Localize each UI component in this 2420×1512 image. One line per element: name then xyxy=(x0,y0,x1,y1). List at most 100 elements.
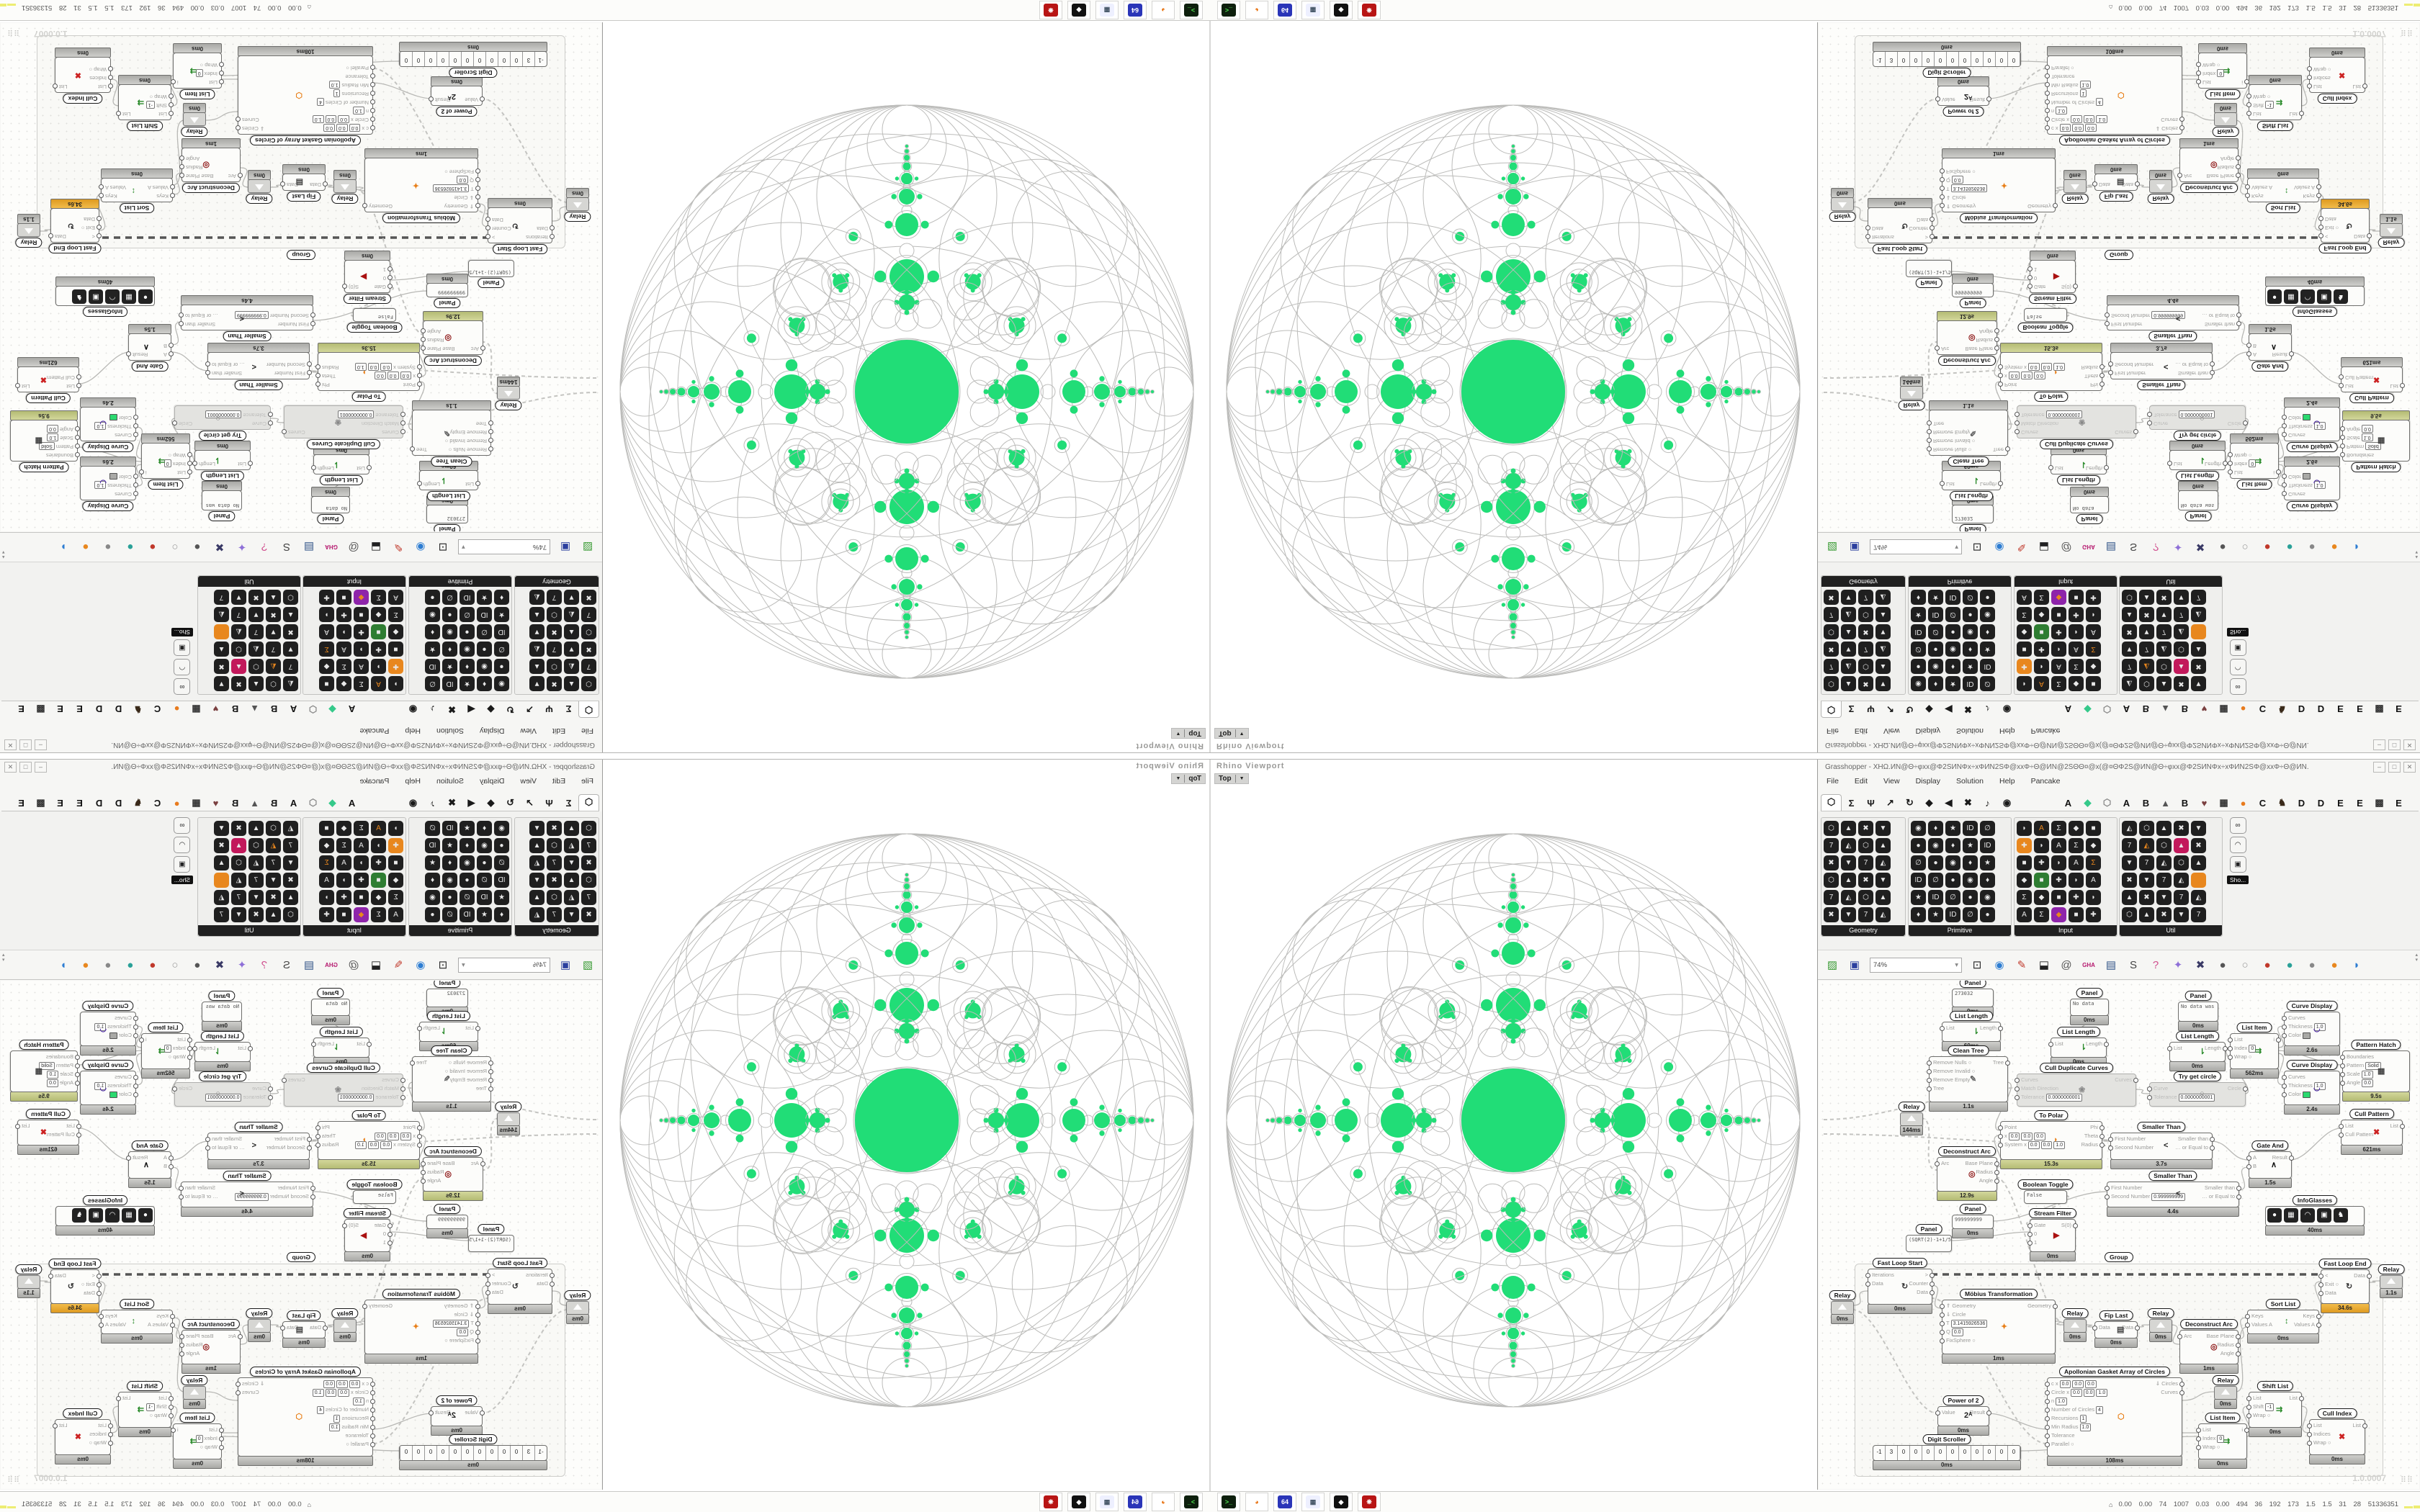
component-icon[interactable]: ◗ xyxy=(2017,676,2032,691)
component-icon[interactable]: 7 xyxy=(214,907,229,922)
gh-node-clean-tree[interactable]: Clean Tree 1.1s Remove Nulls ○ Remove Inval… xyxy=(410,1045,493,1112)
output-port[interactable] xyxy=(48,1274,53,1279)
component-icon[interactable]: ✖ xyxy=(248,590,264,605)
component-icon[interactable]: ▲ xyxy=(231,659,246,674)
gh-node-deconstruct-arc[interactable]: Deconstruct Arc 12.9s Arc Base Plane Radius A… xyxy=(1935,311,1999,366)
value-box[interactable]: 4 xyxy=(317,98,324,107)
sphere-orange-icon[interactable]: ● xyxy=(82,958,89,971)
output-port[interactable] xyxy=(1986,1410,1991,1416)
gh-node-gate-and[interactable]: Gate And 1.5s A B Result ∧ xyxy=(2246,324,2294,372)
component-icon[interactable]: 7 xyxy=(1858,855,1873,870)
menu-view[interactable]: View xyxy=(520,777,537,786)
component-icon[interactable]: ■ xyxy=(388,642,403,657)
component-icon[interactable]: ★ xyxy=(442,838,457,853)
value-box[interactable]: 1.0 xyxy=(2361,1070,2373,1079)
value-box[interactable]: 0.0 xyxy=(2008,1132,2020,1140)
input-port[interactable] xyxy=(133,432,138,437)
value-box[interactable]: 4 xyxy=(317,1405,324,1414)
tab-icon-1[interactable]: Σ xyxy=(1848,703,1855,714)
canvas-corner-widget[interactable]: ⠿⠿ xyxy=(6,1476,20,1485)
sphere-grey-icon[interactable]: ● xyxy=(2308,958,2316,971)
output-port[interactable] xyxy=(315,1134,321,1139)
output-port[interactable] xyxy=(2104,1042,2109,1047)
digit[interactable]: 0 xyxy=(1935,52,1947,66)
taskbar-app-rhino[interactable]: ◆ xyxy=(1067,1,1090,19)
panel-content[interactable]: (SQRT(2)-1+1/512)^1 xyxy=(1909,1237,1951,1243)
component-icon[interactable]: Σ xyxy=(388,890,403,905)
component-icon[interactable]: ID xyxy=(1963,821,1978,836)
output-port[interactable] xyxy=(2236,321,2241,326)
input-port[interactable] xyxy=(2246,94,2251,99)
output-port[interactable] xyxy=(2005,446,2010,451)
plugin-tab-1[interactable]: ◆ xyxy=(328,797,336,808)
drop-blue-icon[interactable]: ◗ xyxy=(60,541,67,554)
gh-node-deconstruct-arc[interactable]: Deconstruct Arc 1ms Arc Base Plane Radius Ang… xyxy=(179,1319,243,1374)
gh-node-list-length[interactable]: List Length 0ms List Length ⇂ xyxy=(2167,441,2228,481)
gh-node-relay[interactable]: Relay 144ms xyxy=(495,377,522,410)
search-s-icon[interactable]: S xyxy=(283,541,291,554)
gh-node-cull-index[interactable]: Cull Index 0ms List Indices Wrap ○ List ✖ xyxy=(53,1408,113,1464)
value-box[interactable]: 0.0 xyxy=(457,176,469,184)
input-port[interactable] xyxy=(2147,1095,2152,1100)
panel-content[interactable]: False xyxy=(377,314,393,320)
value-box[interactable]: 0.0 xyxy=(349,124,361,132)
component-icon[interactable]: ▲ xyxy=(564,676,579,691)
digit[interactable]: -1 xyxy=(534,1446,547,1460)
minimize-button[interactable]: – xyxy=(2373,739,2385,750)
sphere-dark-icon[interactable]: ● xyxy=(2219,541,2226,554)
input-port[interactable] xyxy=(170,1314,175,1319)
plugin-tab-14[interactable]: E xyxy=(76,798,83,809)
digit[interactable]: 0 xyxy=(498,1446,510,1460)
input-port[interactable] xyxy=(1998,373,2003,378)
component-icon[interactable]: ⬡ xyxy=(581,821,596,836)
zoom-dropdown[interactable]: 74% ▾ xyxy=(458,957,550,973)
gh-node-list-item[interactable]: List Item 562ms List Index 0 Wrap ○ i ⇉ xyxy=(139,433,192,490)
mini-icon[interactable]: ● xyxy=(2267,1208,2282,1223)
component-icon[interactable]: A xyxy=(2086,873,2101,888)
gh-node-fast-loop-start[interactable]: Fast Loop Start 0ms Iterations Data > Counter… xyxy=(1865,198,1935,254)
plugin-tab-16[interactable]: ▩ xyxy=(2375,704,2384,715)
input-port[interactable] xyxy=(1927,1069,1932,1074)
component-icon[interactable]: ◉ xyxy=(1911,821,1926,836)
component-icon[interactable]: Σ xyxy=(354,821,369,836)
component-icon[interactable]: ★ xyxy=(1963,838,1978,853)
input-port[interactable] xyxy=(2246,102,2251,107)
value-box[interactable]: 0.0000000001 xyxy=(2045,1093,2083,1102)
component-icon[interactable]: ✖ xyxy=(581,907,596,922)
value-box[interactable]: 0.0 xyxy=(349,1380,361,1388)
component-icon[interactable]: 7 xyxy=(547,590,562,605)
viewport-tab-top[interactable]: Top ▼ xyxy=(1214,728,1249,739)
dna-cross-icon[interactable]: ✖ xyxy=(215,959,225,971)
panel-content[interactable]: 999999999 xyxy=(1955,1217,1982,1223)
component-icon[interactable]: ◭ xyxy=(231,873,246,888)
input-port[interactable] xyxy=(2196,62,2201,67)
close-button[interactable]: ✕ xyxy=(4,739,17,750)
output-port[interactable] xyxy=(236,1390,241,1395)
input-port[interactable] xyxy=(400,420,405,426)
component-icon[interactable]: ■ xyxy=(2017,642,2032,657)
gh-node-deconstruct-arc[interactable]: Deconstruct Arc 12.9s Arc Base Plane Radius A… xyxy=(421,1146,485,1201)
gh-node-curve-display[interactable]: Curve Display 2.6s Curves Thickness 1.0 Color… xyxy=(2282,456,2340,511)
component-icon[interactable]: ◉ xyxy=(460,855,475,870)
value-box[interactable]: 0.0 xyxy=(323,1380,335,1388)
component-icon[interactable]: ★ xyxy=(1911,607,1926,622)
tab-icon-8[interactable]: ♪ xyxy=(430,798,435,809)
output-port[interactable] xyxy=(1994,346,1999,351)
input-port[interactable] xyxy=(2177,1334,2182,1339)
monitor-toggle-icon[interactable]: ⌂ xyxy=(2109,4,2113,11)
output-port[interactable] xyxy=(2135,181,2140,186)
input-port[interactable] xyxy=(1927,438,1932,443)
component-icon[interactable]: A xyxy=(2051,659,2066,674)
component-icon[interactable]: A xyxy=(2069,642,2084,657)
input-port[interactable] xyxy=(370,1442,375,1447)
component-icon[interactable]: ✖ xyxy=(547,676,562,691)
gh-node-stream-filter[interactable]: Stream Filter 0ms Gate 0 1 S(0) ▶ xyxy=(2027,251,2078,304)
value-box[interactable]: 1.0 xyxy=(312,1388,324,1397)
component-icon[interactable]: ♦ xyxy=(425,624,440,639)
input-port[interactable] xyxy=(2228,469,2233,474)
value-box[interactable]: 1.0 xyxy=(353,1397,364,1405)
output-port[interactable] xyxy=(1998,481,2003,486)
component-icon[interactable]: ⬡ xyxy=(547,890,562,905)
taskbar-app-floppy-64[interactable]: 64 xyxy=(1273,1493,1296,1511)
input-port[interactable] xyxy=(2167,461,2172,466)
